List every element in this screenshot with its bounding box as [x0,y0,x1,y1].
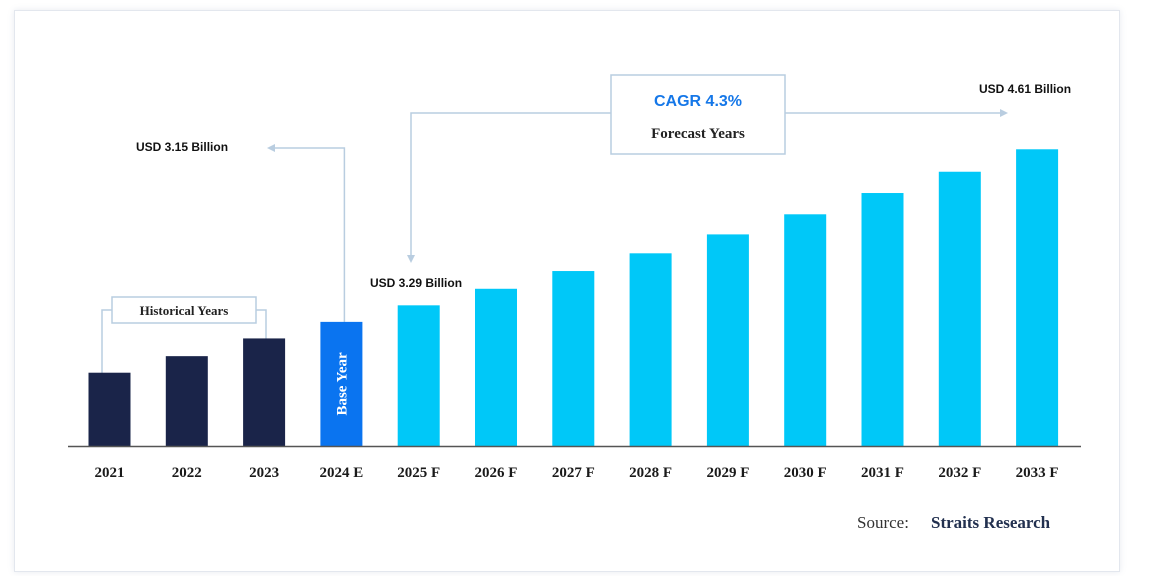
bar-2025-f [397,305,440,446]
annotation-boxes [111,74,786,324]
bar-2032-f [938,171,981,446]
bar-2033-f [1016,149,1059,446]
cagr-down-arrow [407,255,415,263]
x-tick-label: 2033 F [1016,465,1059,481]
final-value-label: USD 4.61 Billion [979,82,1071,96]
x-tick-label: 2031 F [861,465,904,481]
cagr-label: CAGR 4.3% [654,93,742,110]
bar-2026-f [475,288,517,446]
bars-group [88,149,1059,446]
x-tick-label: 2026 F [475,465,518,481]
bar-2031-f [861,193,904,446]
cagr-box [610,74,786,155]
base-value-connector [273,147,346,322]
x-tick-label: 2027 F [552,465,595,481]
bar-2024-e [320,321,363,446]
forecast-years-label: Forecast Years [651,126,745,142]
annotation-connectors [101,109,1008,373]
bar-2027-f [552,271,595,446]
x-tick-label: 2021 [95,465,125,481]
x-tick-label: 2028 F [629,465,672,481]
x-tick-label: 2025 F [397,465,440,481]
market-size-bar-chart: 2021 2022 2023 2024 E 2025 F 2026 F 2027 F 2028… [68,74,1081,532]
cagr-right-arrow [1000,109,1008,117]
x-tick-label: 2024 E [320,465,364,481]
bar-2022 [165,356,208,446]
historical-years-box [111,296,257,324]
x-tick-labels: 2021 2022 2023 2024 E 2025 F 2026 F 2027 F 2028… [95,465,1059,481]
x-tick-label: 2032 F [938,465,981,481]
source-prefix: Source: [857,513,909,532]
bar-2023 [243,338,286,446]
first-forecast-value-label: USD 3.29 Billion [370,276,462,290]
cagr-down-connector [410,112,611,257]
bar-2028-f [629,253,672,446]
base-year-label: Base Year [334,352,350,416]
bar-2029-f [706,234,749,446]
x-tick-label: 2030 F [784,465,827,481]
source-name: Straits Research [931,513,1051,532]
bar-2021 [88,372,131,446]
historical-years-label: Historical Years [140,303,229,318]
bar-2030-f [784,214,827,446]
x-tick-label: 2022 [172,465,202,481]
historical-bracket-left [101,309,112,373]
base-value-label: USD 3.15 Billion [136,140,228,154]
base-value-arrow [267,144,275,152]
x-tick-label: 2023 [249,465,279,481]
x-tick-label: 2029 F [706,465,749,481]
chart-card: 2021 2022 2023 2024 E 2025 F 2026 F 2027 F 2028… [14,10,1120,572]
